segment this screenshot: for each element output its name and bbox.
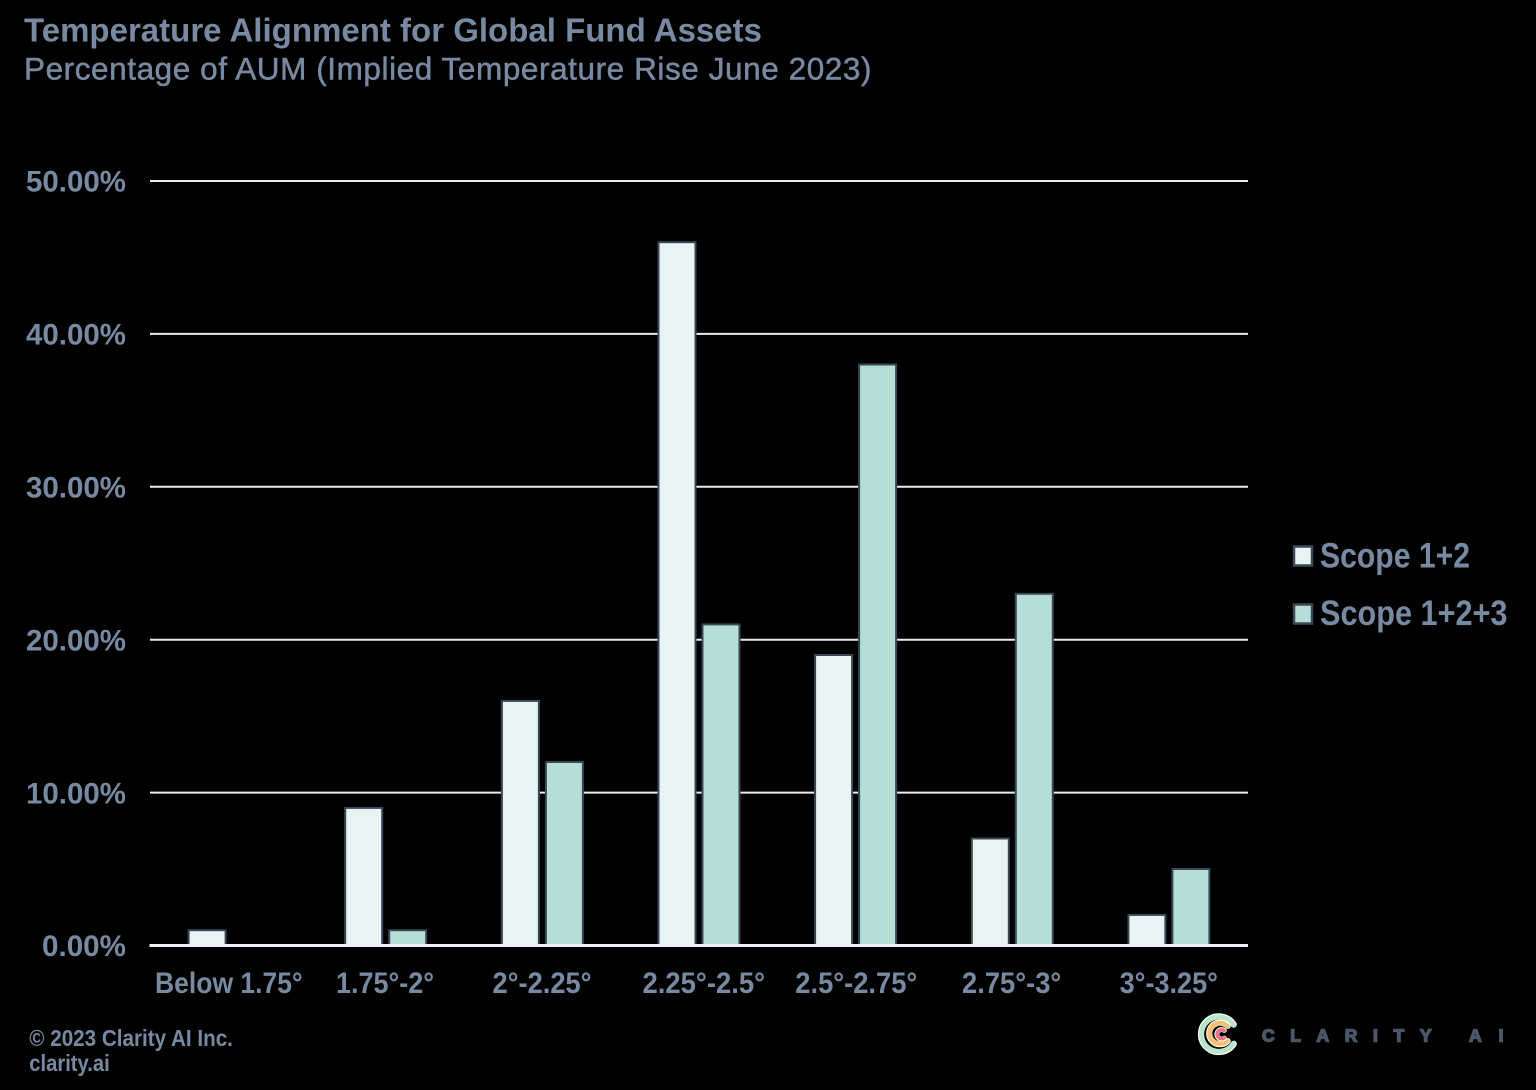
svg-text:clarity.ai: clarity.ai [29,1050,109,1076]
svg-text:10.00%: 10.00% [26,777,126,810]
svg-text:Below 1.75°: Below 1.75° [155,967,303,1000]
svg-text:1.75°-2°: 1.75°-2° [336,967,434,1000]
svg-text:2.75°-3°: 2.75°-3° [962,967,1061,1000]
svg-text:© 2023 Clarity AI Inc.: © 2023 Clarity AI Inc. [29,1025,233,1051]
svg-text:2.25°-2.5°: 2.25°-2.5° [643,967,766,1000]
svg-text:Scope 1+2+3: Scope 1+2+3 [1320,594,1508,633]
svg-text:Temperature Alignment for Glob: Temperature Alignment for Global Fund As… [24,11,762,48]
svg-text:3°-3.25°: 3°-3.25° [1120,967,1218,1000]
svg-text:2.5°-2.75°: 2.5°-2.75° [795,967,917,1000]
svg-text:30.00%: 30.00% [26,472,126,505]
svg-text:2°-2.25°: 2°-2.25° [493,967,592,1000]
svg-text:Scope 1+2: Scope 1+2 [1320,537,1470,576]
svg-text:0.00%: 0.00% [42,930,126,963]
svg-text:20.00%: 20.00% [26,624,126,657]
svg-text:40.00%: 40.00% [26,319,126,352]
svg-text:50.00%: 50.00% [26,166,126,199]
svg-text:Percentage of AUM (Implied Tem: Percentage of AUM (Implied Temperature R… [24,50,872,86]
